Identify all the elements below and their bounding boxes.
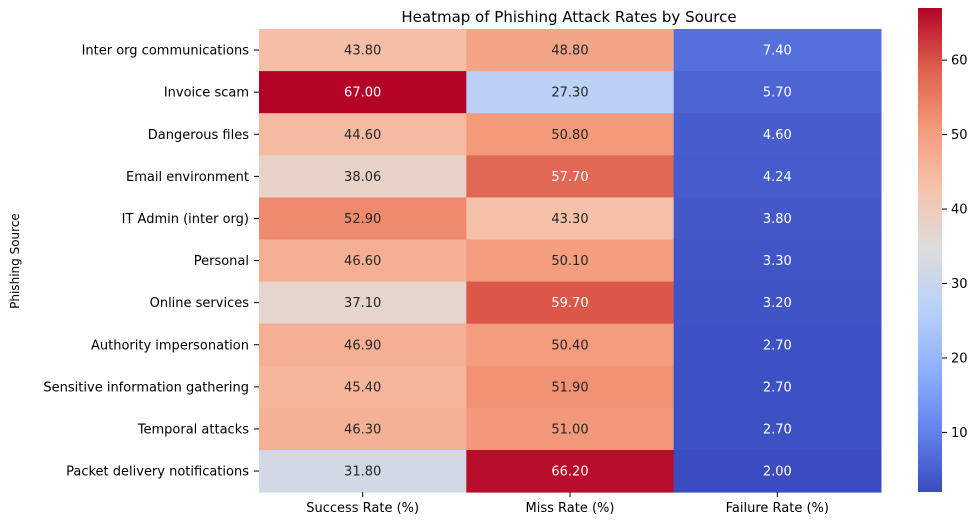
heatmap-cell (259, 239, 467, 283)
heatmap-cell (673, 29, 882, 72)
colorbar-tick-label: 50 (951, 128, 968, 143)
cell-value-label: 3.80 (763, 212, 792, 227)
chart-title: Heatmap of Phishing Attack Rates by Sour… (401, 8, 736, 26)
column-label: Failure Rate (%) (726, 501, 829, 516)
colorbar-tick-label: 30 (951, 277, 968, 292)
column-label: Miss Rate (%) (526, 501, 615, 516)
heatmap-cell (466, 155, 675, 198)
heatmap-cell (259, 281, 467, 325)
heatmap-cell (466, 365, 675, 409)
row-label: Online services (150, 296, 250, 311)
column-label: Success Rate (%) (306, 501, 419, 516)
cell-value-label: 38.06 (344, 170, 381, 185)
cell-value-label: 4.60 (763, 128, 792, 143)
heatmap-cell (673, 197, 882, 240)
colorbar-tick-label: 40 (951, 203, 968, 218)
cell-value-label: 48.80 (551, 44, 588, 59)
heatmap-cell (673, 71, 882, 114)
cell-value-label: 67.00 (344, 86, 381, 101)
heatmap-cell (259, 155, 467, 198)
row-label: IT Admin (inter org) (122, 212, 249, 227)
cell-value-label: 7.40 (763, 44, 792, 59)
colorbar (918, 8, 942, 492)
cell-value-label: 57.70 (551, 170, 588, 185)
cell-value-label: 27.30 (551, 86, 588, 101)
cell-value-label: 3.30 (763, 254, 792, 269)
cell-value-label: 59.70 (551, 296, 588, 311)
heatmap-cell (466, 71, 675, 114)
heatmap-cell (259, 323, 467, 367)
cell-value-label: 50.10 (551, 254, 588, 269)
row-label: Authority impersonation (91, 338, 249, 353)
cell-value-label: 50.40 (551, 338, 588, 353)
heatmap-cell (259, 365, 467, 409)
heatmap-cell (673, 365, 882, 409)
cell-value-label: 51.00 (551, 422, 588, 437)
cell-value-label: 5.70 (763, 86, 792, 101)
row-label: Dangerous files (148, 128, 249, 143)
cell-value-label: 2.00 (763, 465, 792, 480)
y-axis-label: Phishing Source (8, 213, 22, 309)
heatmap-cell (259, 71, 467, 114)
row-label: Email environment (126, 170, 249, 185)
cell-value-label: 51.90 (551, 380, 588, 395)
heatmap-cell (466, 323, 675, 367)
cell-value-label: 50.80 (551, 128, 588, 143)
cell-value-label: 37.10 (344, 296, 381, 311)
heatmap-cell (466, 113, 675, 156)
cell-value-label: 46.60 (344, 254, 381, 269)
cell-value-label: 4.24 (763, 170, 792, 185)
row-label: Invoice scam (164, 86, 249, 101)
cell-value-label: 43.30 (551, 212, 588, 227)
heatmap-cell (259, 450, 467, 493)
cell-value-label: 46.30 (344, 422, 381, 437)
heatmap-cells: 43.80 48.80 7.40 67.00 27.30 5.70 44.60 50.80 4.… (259, 29, 882, 493)
colorbar-tick-label: 20 (951, 351, 968, 366)
heatmap-cell (673, 281, 882, 325)
cell-value-label: 66.20 (551, 465, 588, 480)
cell-value-label: 2.70 (763, 338, 792, 353)
cell-value-label: 2.70 (763, 380, 792, 395)
cell-value-label: 31.80 (344, 465, 381, 480)
row-label: Temporal attacks (137, 422, 249, 437)
heatmap-cell (466, 450, 675, 493)
colorbar-tick-label: 60 (951, 54, 968, 69)
heatmap-cell (259, 29, 467, 72)
heatmap-cell (466, 197, 675, 240)
heatmap-cell (466, 281, 675, 325)
row-label: Inter org communications (82, 44, 250, 59)
cell-value-label: 44.60 (344, 128, 381, 143)
cell-value-label: 45.40 (344, 380, 381, 395)
cell-value-label: 43.80 (344, 44, 381, 59)
heatmap-cell (259, 407, 467, 451)
heatmap-cell (673, 450, 882, 493)
heatmap-cell (466, 239, 675, 283)
colorbar-ticks: 10 20 30 40 50 60 (942, 54, 968, 441)
row-label: Personal (194, 254, 249, 269)
column-labels: Success Rate (%) Miss Rate (%) Failure Rat… (306, 492, 829, 516)
cell-value-label: 52.90 (344, 212, 381, 227)
heatmap-cell (259, 197, 467, 240)
heatmap-cell (673, 323, 882, 367)
cell-value-label: 3.20 (763, 296, 792, 311)
cell-value-label: 2.70 (763, 422, 792, 437)
row-label: Packet delivery notifications (66, 465, 249, 480)
heatmap-cell (673, 155, 882, 198)
row-labels: Inter org communications Invoice scam Dang… (43, 44, 259, 480)
heatmap-cell (673, 407, 882, 451)
heatmap-cell (466, 407, 675, 451)
heatmap-cell (673, 239, 882, 283)
row-label: Sensitive information gathering (43, 380, 249, 395)
heatmap-cell (466, 29, 675, 72)
cell-value-label: 46.90 (344, 338, 381, 353)
colorbar-tick-label: 10 (951, 426, 968, 441)
heatmap-cell (259, 113, 467, 156)
heatmap-cell (673, 113, 882, 156)
